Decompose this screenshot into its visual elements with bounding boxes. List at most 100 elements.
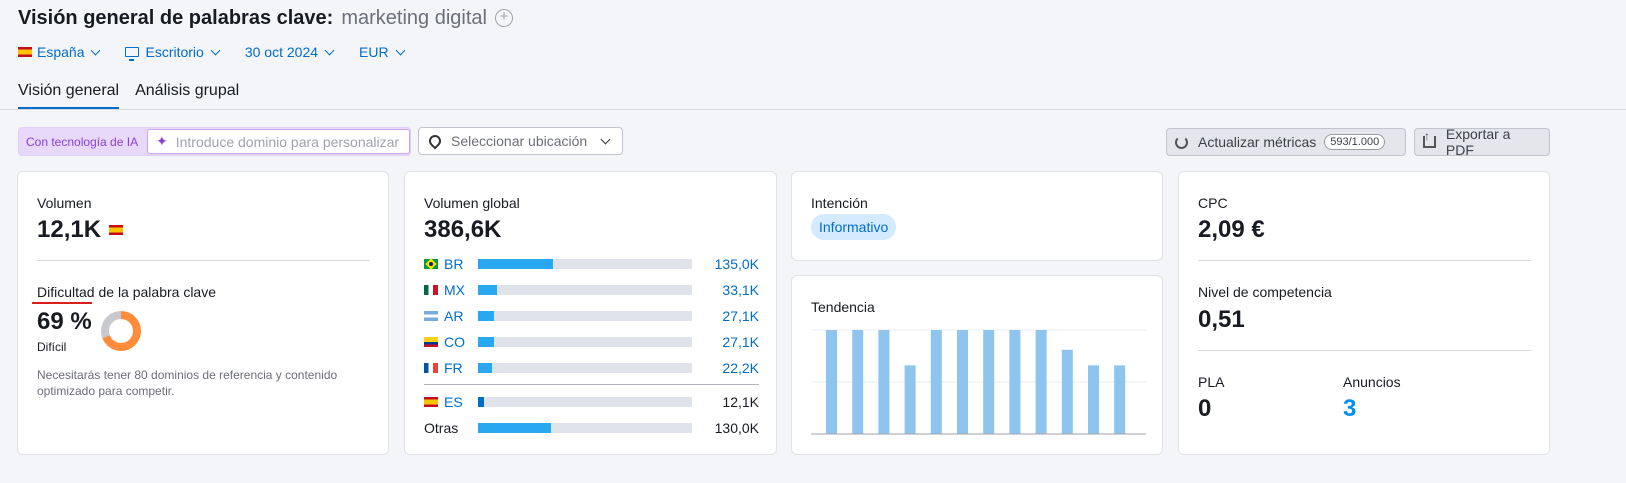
divider — [37, 260, 370, 261]
colombia-flag-icon — [424, 337, 438, 347]
country-volume-value: 12,1K — [722, 394, 759, 410]
country-row-ar: AR 27,1K — [424, 307, 759, 325]
others-label: Otras — [424, 420, 459, 436]
date-filter-label: 30 oct 2024 — [244, 44, 319, 60]
competition-value: 0,51 — [1198, 306, 1245, 333]
france-flag-icon — [424, 363, 438, 373]
country-bar-fill — [478, 259, 553, 269]
country-volume-link[interactable]: 135,0K — [714, 256, 759, 272]
kd-value: 69 % — [37, 308, 92, 335]
trend-bar — [1009, 330, 1021, 434]
refresh-counter-badge: 593/1.000 — [1324, 134, 1386, 150]
country-filter[interactable]: España — [18, 44, 101, 60]
location-select-label: Seleccionar ubicación — [451, 133, 588, 149]
refresh-icon — [1175, 135, 1188, 149]
device-filter-label: Escritorio — [145, 44, 204, 60]
country-bar-track — [478, 423, 692, 433]
trend-label: Tendencia — [811, 299, 875, 315]
page-header: Visión general de palabras clave: market… — [18, 4, 1618, 62]
ads-label: Anuncios — [1343, 374, 1401, 390]
tab-bar: Visión general Análisis grupal — [18, 76, 255, 110]
trend-bar — [852, 330, 864, 434]
global-volume-label: Volumen global — [424, 195, 520, 211]
kd-level: Difícil — [37, 340, 67, 354]
country-volume-link[interactable]: 22,2K — [722, 360, 759, 376]
trend-bar — [1114, 365, 1126, 434]
country-bar-track — [478, 259, 692, 269]
refresh-label: Actualizar métricas — [1198, 134, 1317, 150]
country-row-others: Otras 130,0K — [424, 419, 759, 437]
competition-label: Nivel de competencia — [1198, 284, 1332, 300]
trend-bar — [904, 365, 916, 434]
add-plus-icon[interactable]: + — [494, 9, 513, 27]
ai-label: Con tecnología de IA — [26, 135, 139, 149]
trend-bar — [1035, 330, 1047, 434]
domain-input[interactable]: ✦ Introduce dominio para personalizar — [147, 129, 410, 154]
country-bar-track — [478, 337, 692, 347]
kd-underline — [32, 302, 92, 304]
country-code-link[interactable]: CO — [444, 334, 465, 350]
kd-note: Necesitarás tener 80 dominios de referen… — [37, 368, 338, 398]
country-code-link[interactable]: AR — [444, 308, 464, 324]
country-volume-link[interactable]: 33,1K — [722, 282, 759, 298]
refresh-metrics-button[interactable]: Actualizar métricas 593/1.000 — [1166, 128, 1406, 156]
trend-bar — [930, 330, 942, 434]
chevron-down-icon — [91, 45, 101, 55]
country-bar-track — [478, 363, 692, 373]
location-pin-icon — [426, 132, 444, 150]
trend-bar — [826, 330, 837, 434]
country-code-link[interactable]: ES — [444, 394, 463, 410]
chevron-down-icon — [600, 134, 611, 145]
country-volume-link[interactable]: 27,1K — [722, 308, 759, 324]
intent-card: Intención Informativo — [791, 171, 1163, 261]
domain-input-placeholder: Introduce dominio para personalizar — [175, 133, 400, 150]
intent-badge: Informativo — [811, 214, 897, 240]
country-row-br: BR 135,0K — [424, 255, 759, 273]
device-filter[interactable]: Escritorio — [125, 44, 221, 61]
page-title: Visión general de palabras clave: — [18, 6, 334, 29]
spain-flag-icon — [424, 397, 438, 407]
country-code-link[interactable]: MX — [444, 282, 465, 298]
argentina-flag-icon — [424, 311, 438, 321]
brazil-flag-icon — [424, 258, 438, 270]
spain-flag-icon — [109, 225, 124, 235]
country-bar-fill — [478, 337, 495, 347]
volume-value: 12,1K — [37, 216, 102, 243]
ads-value-link[interactable]: 3 — [1343, 395, 1357, 422]
country-bar-fill — [478, 285, 498, 295]
date-filter[interactable]: 30 oct 2024 — [244, 44, 335, 60]
global-volume-value: 386,6K — [424, 216, 502, 243]
country-bar-fill — [478, 397, 485, 407]
currency-filter[interactable]: EUR — [359, 44, 406, 60]
trend-chart — [811, 329, 1146, 435]
trend-bar — [878, 330, 890, 434]
trend-bar — [957, 330, 968, 434]
trend-bar — [1088, 365, 1099, 434]
country-row-mx: MX 33,1K — [424, 281, 759, 299]
ai-personalize-box: Con tecnología de IA ✦ Introduce dominio… — [18, 127, 411, 156]
location-select[interactable]: Seleccionar ubicación — [418, 127, 623, 155]
chevron-down-icon — [210, 45, 221, 55]
export-pdf-button[interactable]: Exportar a PDF — [1414, 126, 1550, 158]
global-volume-card: Volumen global 386,6K BR 135,0K MX 33,1K… — [404, 171, 777, 455]
country-code-link[interactable]: BR — [444, 256, 464, 272]
tab-group-analysis[interactable]: Análisis grupal — [135, 82, 240, 99]
volume-label: Volumen — [37, 195, 92, 211]
tab-overview[interactable]: Visión general — [18, 76, 120, 110]
country-row-co: CO 27,1K — [424, 333, 759, 351]
sparkle-icon: ✦ — [156, 133, 168, 149]
filters-bar: España Escritorio 30 oct 2024 EUR — [18, 42, 1618, 62]
tab-divider — [0, 109, 1626, 110]
chevron-down-icon — [395, 45, 406, 55]
chevron-down-icon — [324, 45, 335, 55]
country-row-es: ES 12,1K — [424, 393, 759, 411]
country-bar-fill — [478, 423, 551, 433]
country-filter-label: España — [37, 44, 85, 60]
country-row-fr: FR 22,2K — [424, 359, 759, 377]
country-volume-link[interactable]: 27,1K — [722, 334, 759, 350]
cpc-value: 2,09 € — [1198, 216, 1265, 243]
country-code-link[interactable]: FR — [444, 360, 463, 376]
cpc-label: CPC — [1198, 195, 1228, 211]
pla-value: 0 — [1198, 395, 1212, 422]
country-bar-track — [478, 311, 692, 321]
